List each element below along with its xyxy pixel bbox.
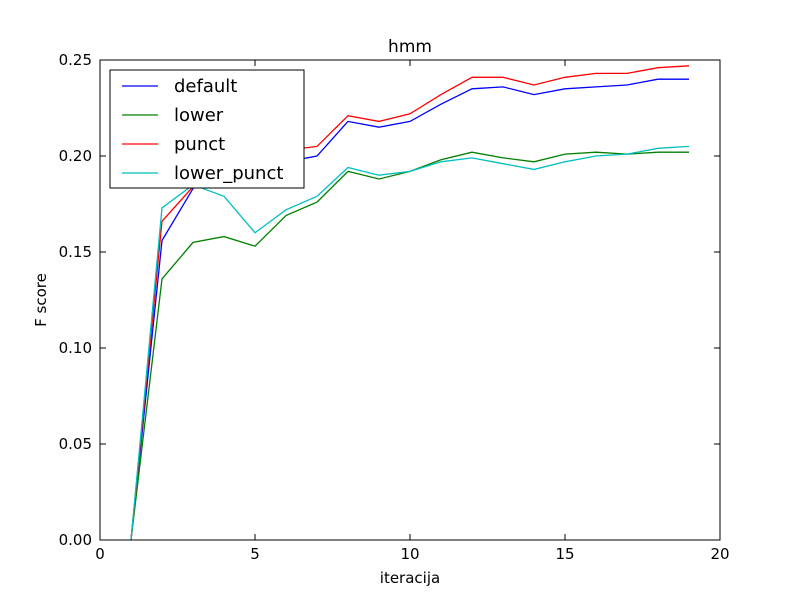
legend-box [109,69,305,189]
y-tick-label: 0.00 [59,531,92,549]
y-tick-label: 0.05 [59,435,92,453]
y-tick-label: 0.20 [59,147,92,165]
series-line-lower-punct [130,145,690,541]
legend: default lower punct lower_punct [109,69,305,189]
chart-title: hmm [388,37,432,57]
legend-label-lower-punct: lower_punct [174,163,283,184]
x-tick-label: 10 [400,545,419,563]
x-tick-label: 20 [710,545,729,563]
legend-label-punct: punct [174,134,225,155]
y-axis-label: F score [32,273,50,327]
y-tick-label: 0.10 [59,339,92,357]
x-tick-label: 15 [555,545,574,563]
legend-label-default: default [174,76,237,97]
legend-label-lower: lower [174,105,224,126]
y-tick-label: 0.15 [59,243,92,261]
y-tick-label: 0.25 [59,51,92,69]
x-tick-label: 5 [250,545,260,563]
x-tick-label: 0 [95,545,105,563]
ticks-layer: 0 5 10 15 20 0.00 0.05 0.10 0.15 0.20 0.25 [59,51,730,563]
x-axis-label: iteracija [380,569,440,587]
